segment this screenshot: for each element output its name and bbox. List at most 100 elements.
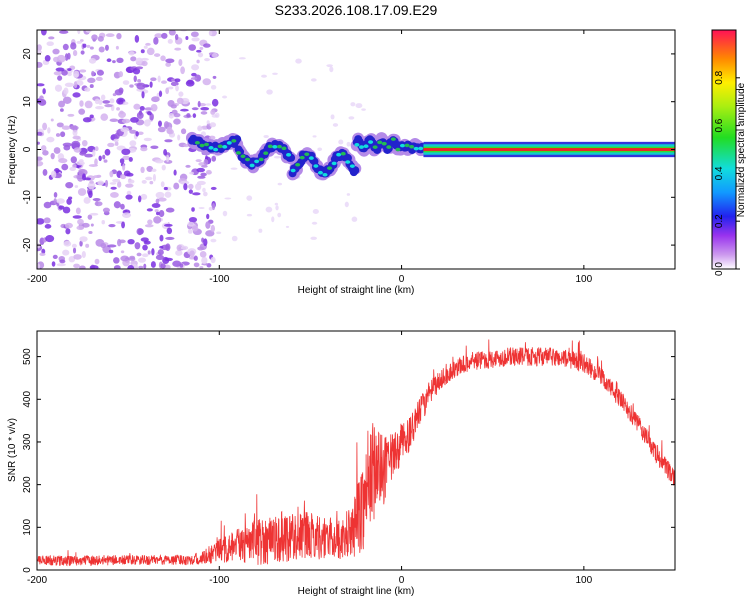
spectrogram-noise-blob (310, 236, 317, 240)
spectrogram-noise-blob (158, 209, 165, 218)
spectrogram-noise-blob (197, 52, 204, 58)
spectrogram-noise-blob (199, 251, 207, 258)
spectrogram-noise-blob (41, 248, 46, 254)
spectrogram-noise-blob (164, 223, 173, 227)
spectrogram-noise-blob (165, 207, 175, 213)
spectrogram-noise-blob (197, 100, 201, 108)
spectrogram-noise-blob (100, 94, 106, 101)
spectrogram-noise-blob (102, 207, 110, 213)
spectrogram-noise-blob (87, 77, 96, 83)
spectrogram-noise-blob (113, 257, 120, 264)
spectrogram-noise-blob (206, 169, 212, 175)
spectrogram-noise-blob (61, 125, 71, 130)
spectrogram-noise-blob (143, 119, 151, 127)
spectrogram-line-blob (399, 143, 405, 148)
spectrogram-noise-blob (107, 244, 117, 248)
spectrogram-noise-blob (41, 30, 47, 36)
spectrogram-noise-blob (141, 91, 145, 99)
spectrogram-noise-blob (185, 35, 189, 40)
spectrogram-noise-blob (143, 45, 148, 49)
spectrogram-noise-blob (160, 263, 166, 269)
spectrogram-noise-blob (285, 225, 290, 228)
spectrogram-noise-blob (186, 113, 191, 118)
spectrogram-noise-blob (161, 164, 166, 171)
spectrogram-noise-blob (58, 158, 68, 164)
spectrogram-noise-blob (91, 34, 98, 41)
spectrogram-noise-blob (211, 202, 216, 211)
spectrogram-noise-blob (205, 103, 212, 106)
spectrogram-noise-blob (134, 242, 141, 250)
colorbar-tick-label: 0.0 (714, 262, 725, 276)
spectrogram-line-blob (194, 140, 200, 145)
spectrogram-noise-blob (73, 81, 78, 89)
spectrogram-noise-blob (82, 43, 87, 48)
spectrogram-line-blob (226, 141, 232, 145)
spectrogram-noise-blob (143, 263, 147, 269)
spectrogram-noise-blob (159, 245, 164, 249)
snr-x-tick-label: 0 (399, 575, 405, 586)
spectrogram-noise-blob (81, 250, 86, 259)
spectrogram-noise-blob (114, 89, 124, 96)
spectrogram-noise-blob (120, 250, 125, 254)
spectrogram-noise-blob (119, 158, 125, 164)
spectrogram-line-blob (327, 166, 333, 170)
spectrogram-noise-blob (120, 255, 130, 262)
spectrogram-noise-blob (191, 37, 200, 42)
spectrogram-noise-blob (158, 197, 167, 202)
spectrogram-noise-blob (50, 170, 57, 179)
spectrogram-noise-blob (84, 100, 93, 109)
spectrogram-noise-blob (185, 164, 191, 168)
colorbar-gradient (712, 30, 736, 269)
spectrogram-noise-blob (210, 238, 217, 243)
spectrogram-noise-blob (157, 249, 164, 256)
spectrogram-noise-blob (208, 206, 214, 211)
spectrogram-noise-blob (70, 125, 79, 131)
spectrogram-noise-blob (65, 181, 74, 189)
spectrogram-noise-blob (75, 207, 81, 215)
spectrogram-noise-blob (191, 64, 200, 71)
spectrogram-noise-blob (137, 195, 142, 203)
spectrogram-noise-blob (208, 30, 213, 36)
spectrogram-line-blob (245, 157, 251, 162)
spectrogram-noise-blob (200, 172, 207, 177)
spectrogram-noise-blob (109, 118, 119, 122)
spectrogram-noise-blob (42, 122, 48, 131)
spectrogram-line-blob (313, 164, 319, 168)
spectrogram-noise-blob (211, 155, 217, 162)
spectrogram-noise-blob (108, 223, 116, 228)
spectrogram-noise-blob (150, 77, 157, 82)
spectrogram-noise-blob (140, 166, 145, 174)
spectrogram-line-blob (240, 154, 246, 159)
spectrogram-noise-blob (165, 87, 170, 95)
spectrogram-noise-blob (201, 164, 208, 168)
spectrogram-noise-blob (344, 201, 349, 208)
spectrogram-noise-blob (72, 215, 82, 219)
spectrogram-noise-blob (120, 203, 125, 210)
spectrogram-noise-blob (211, 98, 219, 107)
spectrogram-noise-blob (72, 247, 77, 254)
spectrogram-line-blob (322, 172, 328, 177)
spectrogram-noise-blob (121, 148, 131, 156)
spectrogram-noise-blob (173, 118, 181, 125)
spectrogram-noise-blob (77, 218, 84, 225)
spectrogram-noise-blob (346, 141, 351, 147)
spectrogram-line-blob (304, 152, 310, 157)
spectrogram-noise-blob (311, 221, 318, 225)
spectrogram-noise-blob (63, 87, 69, 95)
spectrogram-noise-blob (51, 261, 56, 267)
colorbar: 0.0 0.2 0.4 0.6 0.8 Normalized spectral ampl… (711, 29, 747, 276)
spectrogram-noise-blob (76, 40, 83, 44)
spectrogram-noise-blob (94, 158, 98, 166)
spectrogram-noise-blob (199, 265, 204, 269)
spectrogram-noise-blob (43, 217, 51, 224)
spectrogram-noise-blob (210, 186, 217, 190)
spectrogram-noise-blob (52, 254, 58, 260)
spectrogram-noise-blob (86, 44, 91, 48)
spectrogram-noise-blob (329, 66, 334, 73)
spectrogram-line-blob (222, 145, 228, 149)
spectrogram-noise-blob (188, 44, 197, 51)
spectrogram-noise-blob (146, 208, 153, 212)
snr-y-tick-label: 200 (22, 476, 33, 493)
spectrogram-noise-blob (126, 190, 132, 196)
spectrogram-noise-blob (332, 123, 339, 127)
